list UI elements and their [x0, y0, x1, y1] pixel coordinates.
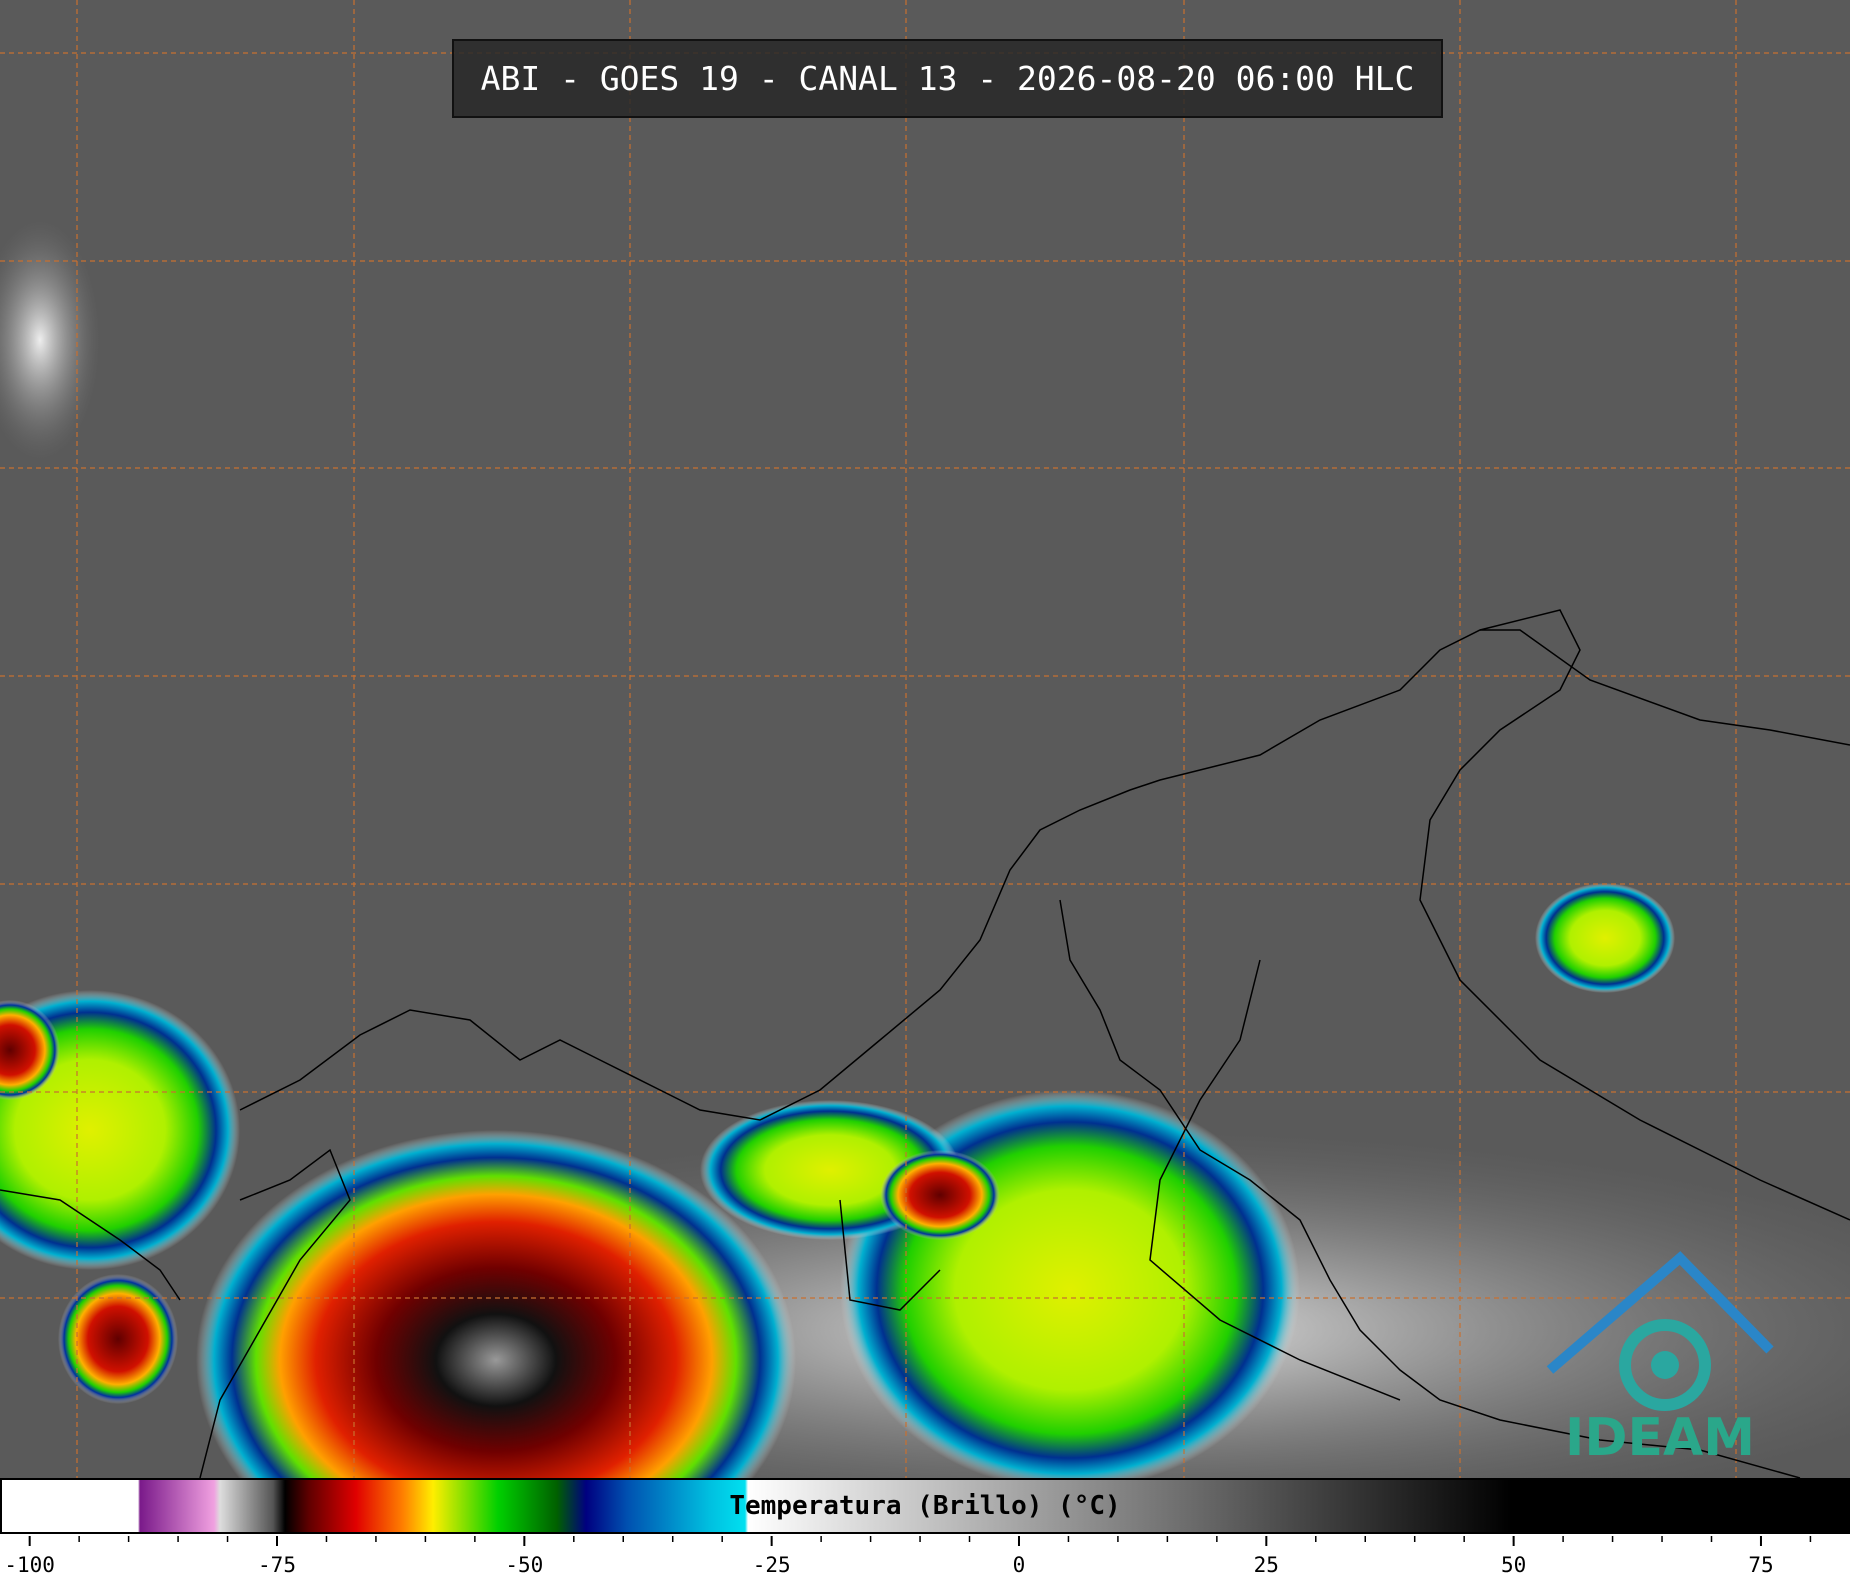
tick-label: 50	[1501, 1553, 1526, 1577]
satellite-image	[0, 0, 1850, 1478]
title: ABI - GOES 19 - CANAL 13 - 2026-08-20 06…	[452, 39, 1443, 118]
cloud	[0, 220, 100, 460]
logo: IDEAM	[1546, 1251, 1774, 1468]
tick-label: 75	[1748, 1553, 1773, 1577]
logo-swirl	[1651, 1351, 1679, 1379]
tick-label: 0	[1013, 1553, 1026, 1577]
colorbar-label: Temperatura (Brillo) (°C)	[729, 1491, 1121, 1521]
colorbar	[0, 1478, 1850, 1534]
logo-swirl	[1619, 1319, 1711, 1411]
tick-label: -25	[753, 1553, 791, 1577]
tick-label: -75	[258, 1553, 296, 1577]
logo-roof	[1546, 1251, 1774, 1374]
coastline	[0, 609, 1850, 1478]
graticule	[0, 0, 1850, 1478]
storm	[880, 1150, 1000, 1240]
logo-text: IDEAM	[1565, 1408, 1755, 1468]
storm	[196, 1130, 796, 1478]
tick-label: -50	[505, 1553, 543, 1577]
tick-label: 25	[1254, 1553, 1279, 1577]
tick-label: -100	[4, 1553, 55, 1577]
storm	[58, 1274, 178, 1404]
colorbar-axis: -100 -75 -50 -25 0 25 50 75	[4, 1536, 1812, 1577]
storm	[0, 1000, 60, 1100]
storm	[1535, 883, 1675, 993]
